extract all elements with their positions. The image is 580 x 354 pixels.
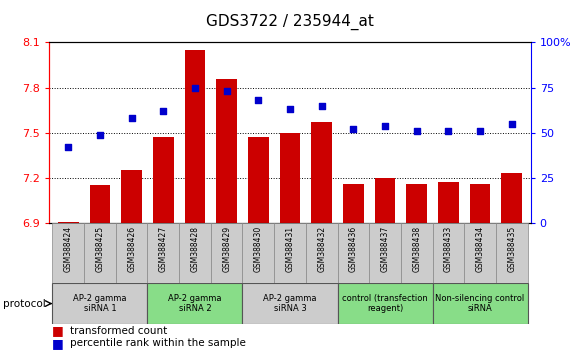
Text: GSM388433: GSM388433 bbox=[444, 226, 453, 272]
Point bbox=[127, 115, 136, 121]
Text: GSM388430: GSM388430 bbox=[254, 226, 263, 272]
Point bbox=[64, 144, 73, 150]
Text: GSM388424: GSM388424 bbox=[64, 226, 73, 272]
Point bbox=[222, 88, 231, 94]
Bar bbox=[211, 223, 242, 283]
Point bbox=[190, 85, 200, 91]
Point bbox=[285, 107, 295, 112]
Bar bbox=[470, 184, 490, 223]
Point bbox=[317, 103, 327, 108]
Bar bbox=[496, 223, 528, 283]
Text: GDS3722 / 235944_at: GDS3722 / 235944_at bbox=[206, 14, 374, 30]
Bar bbox=[90, 185, 110, 223]
Bar bbox=[501, 173, 522, 223]
Text: ■: ■ bbox=[52, 337, 64, 350]
Bar bbox=[248, 137, 269, 223]
Bar bbox=[338, 283, 433, 324]
Bar bbox=[242, 223, 274, 283]
Text: GSM388425: GSM388425 bbox=[96, 226, 104, 272]
Text: percentile rank within the sample: percentile rank within the sample bbox=[70, 338, 245, 348]
Bar bbox=[52, 283, 147, 324]
Text: GSM388426: GSM388426 bbox=[127, 226, 136, 272]
Text: GSM388427: GSM388427 bbox=[159, 226, 168, 272]
Bar bbox=[184, 50, 205, 223]
Text: AP-2 gamma
siRNA 2: AP-2 gamma siRNA 2 bbox=[168, 294, 222, 313]
Text: GSM388432: GSM388432 bbox=[317, 226, 326, 272]
Text: protocol: protocol bbox=[3, 298, 46, 309]
Text: transformed count: transformed count bbox=[70, 326, 167, 336]
Bar bbox=[121, 170, 142, 223]
Bar bbox=[338, 223, 369, 283]
Point bbox=[253, 97, 263, 103]
Point bbox=[349, 126, 358, 132]
Point bbox=[476, 128, 485, 134]
Bar bbox=[433, 223, 464, 283]
Text: GSM388429: GSM388429 bbox=[222, 226, 231, 272]
Bar bbox=[116, 223, 147, 283]
Bar bbox=[306, 223, 338, 283]
Text: ■: ■ bbox=[52, 325, 64, 337]
Bar bbox=[58, 222, 79, 223]
Text: GSM388428: GSM388428 bbox=[190, 226, 200, 272]
Text: AP-2 gamma
siRNA 3: AP-2 gamma siRNA 3 bbox=[263, 294, 317, 313]
Bar bbox=[147, 223, 179, 283]
Bar bbox=[147, 283, 242, 324]
Bar bbox=[179, 223, 211, 283]
Bar bbox=[433, 283, 528, 324]
Bar bbox=[216, 79, 237, 223]
Text: control (transfection
reagent): control (transfection reagent) bbox=[342, 294, 428, 313]
Bar bbox=[343, 184, 364, 223]
Bar bbox=[438, 182, 459, 223]
Bar bbox=[401, 223, 433, 283]
Point bbox=[412, 128, 421, 134]
Point bbox=[507, 121, 516, 127]
Bar bbox=[464, 223, 496, 283]
Text: GSM388431: GSM388431 bbox=[285, 226, 295, 272]
Text: AP-2 gamma
siRNA 1: AP-2 gamma siRNA 1 bbox=[73, 294, 126, 313]
Point bbox=[380, 123, 390, 129]
Bar bbox=[52, 223, 84, 283]
Text: GSM388436: GSM388436 bbox=[349, 226, 358, 272]
Bar bbox=[242, 283, 338, 324]
Bar bbox=[407, 184, 427, 223]
Text: GSM388438: GSM388438 bbox=[412, 226, 421, 272]
Bar bbox=[274, 223, 306, 283]
Text: GSM388434: GSM388434 bbox=[476, 226, 484, 272]
Bar bbox=[84, 223, 116, 283]
Bar bbox=[369, 223, 401, 283]
Point bbox=[159, 108, 168, 114]
Text: Non-silencing control
siRNA: Non-silencing control siRNA bbox=[436, 294, 525, 313]
Text: GSM388437: GSM388437 bbox=[380, 226, 390, 272]
Point bbox=[444, 128, 453, 134]
Text: GSM388435: GSM388435 bbox=[507, 226, 516, 272]
Bar bbox=[153, 137, 173, 223]
Point bbox=[95, 132, 104, 137]
Bar bbox=[311, 122, 332, 223]
Bar bbox=[280, 133, 300, 223]
Bar bbox=[375, 178, 396, 223]
